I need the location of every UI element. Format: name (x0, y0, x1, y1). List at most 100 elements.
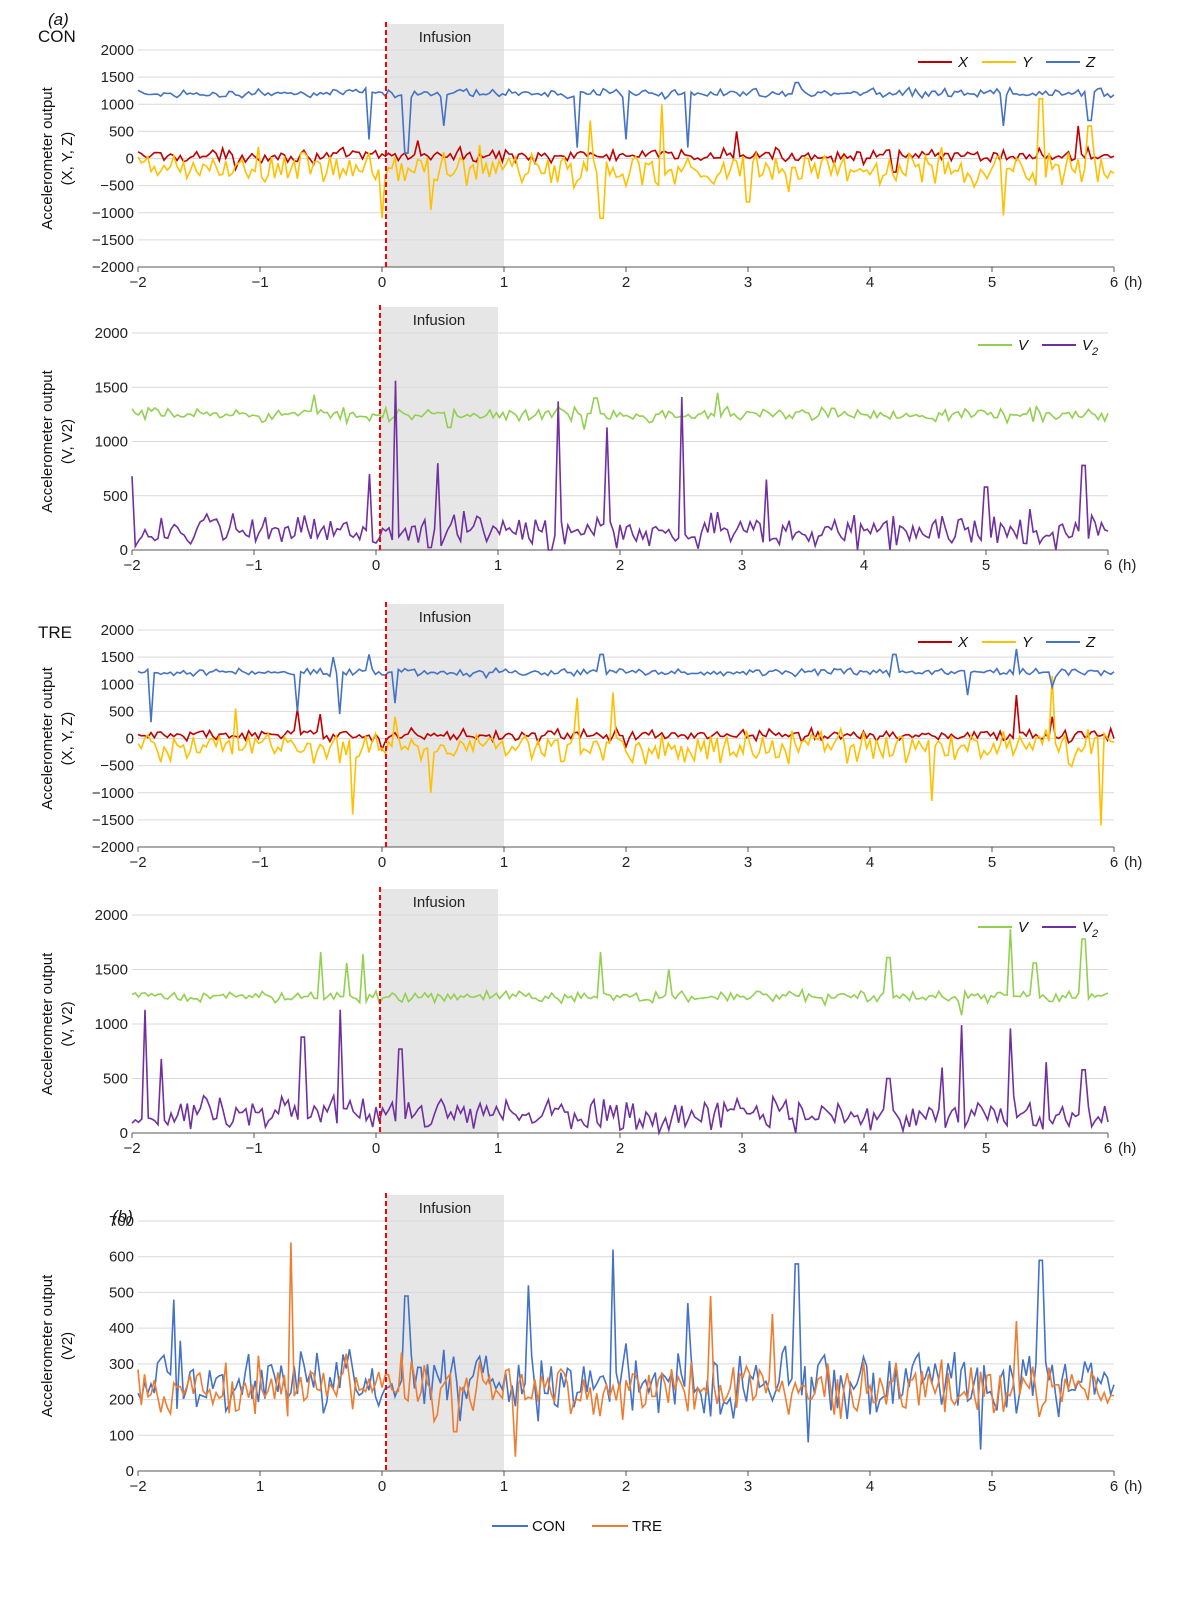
x-tick-label: −2 (123, 557, 140, 574)
x-unit-label: (h) (1124, 854, 1142, 871)
series-line-z (137, 81, 1115, 154)
y-tick-label: −1500 (92, 812, 134, 829)
series-line-v (131, 929, 1109, 1016)
infusion-band (386, 24, 504, 267)
x-tick-label: 4 (866, 854, 874, 871)
y-tick-label: 0 (126, 731, 134, 748)
x-tick-label: 3 (738, 557, 746, 574)
y-axis-label: Accelerometer output (39, 369, 56, 512)
legend-label-v: V (1018, 337, 1030, 354)
y-tick-label: −500 (100, 758, 134, 775)
y-axis-label: Accelerometer output (39, 86, 56, 229)
x-tick-label: −2 (129, 274, 146, 291)
x-tick-label: 3 (744, 274, 752, 291)
x-tick-label: −1 (251, 274, 268, 291)
x-tick-label: 1 (500, 274, 508, 291)
y-tick-label: 1000 (95, 1016, 128, 1033)
x-tick-label: −2 (129, 854, 146, 871)
x-tick-label: 6 (1110, 1478, 1118, 1495)
chart-con-v: Infusion 0 500 1000 1500 2000 −2 −1 0 1 2 3 4 5 6 (h) Ac… (39, 305, 1136, 574)
x-tick-label: 0 (378, 854, 386, 871)
legend-label-y: Y (1022, 634, 1033, 651)
y-tick-label: 0 (120, 1125, 128, 1142)
y-tick-label: 1000 (101, 676, 134, 693)
x-unit-label: (h) (1118, 557, 1136, 574)
group-label-tre: TRE (38, 623, 72, 642)
x-tick-label: 5 (982, 1140, 990, 1157)
infusion-label: Infusion (413, 894, 466, 911)
x-tick-label: −1 (251, 854, 268, 871)
series-line-x (137, 695, 1115, 752)
y-tick-label: 200 (109, 1392, 134, 1409)
x-tick-label: 0 (378, 1478, 386, 1495)
y-tick-label: 500 (109, 703, 134, 720)
y-tick-label: 500 (103, 488, 128, 505)
y-tick-label: 2000 (101, 622, 134, 639)
panel-label-b: (b) (112, 1207, 133, 1226)
x-tick-label: 2 (616, 1140, 624, 1157)
x-tick-label: −2 (123, 1140, 140, 1157)
y-tick-label: 300 (109, 1356, 134, 1373)
x-tick-label: 3 (738, 1140, 746, 1157)
x-tick-label: 5 (988, 274, 996, 291)
y-axis-label-vars: (V, V2) (59, 1001, 76, 1046)
x-tick-label: −1 (245, 1140, 262, 1157)
x-unit-label: (h) (1124, 274, 1142, 291)
y-tick-label: −2000 (92, 259, 134, 276)
y-tick-label: 2000 (101, 42, 134, 59)
x-tick-label: 6 (1104, 1140, 1112, 1157)
y-tick-label: 2000 (95, 907, 128, 924)
chart-tre-xyz: Infusion −2000 −1500 −1000 −500 0 500 1000 1500 2… (39, 602, 1142, 871)
x-tick-label: 3 (744, 1478, 752, 1495)
x-tick-label: 1 (500, 854, 508, 871)
y-tick-label: 700 (109, 1213, 134, 1230)
series-line-v2 (131, 1009, 1109, 1137)
x-tick-label: 5 (988, 1478, 996, 1495)
series-line-v2 (131, 380, 1109, 551)
x-tick-label: 1 (494, 1140, 502, 1157)
infusion-label: Infusion (419, 609, 472, 626)
y-tick-label: 0 (126, 1463, 134, 1480)
series-line-tre (137, 1242, 1115, 1457)
y-axis-label-vars: (X, Y, Z) (59, 712, 76, 766)
y-tick-label: 1000 (101, 96, 134, 113)
x-tick-label: 2 (622, 274, 630, 291)
infusion-label: Infusion (419, 1200, 472, 1217)
x-tick-label: 5 (988, 854, 996, 871)
x-tick-label: 6 (1110, 274, 1118, 291)
y-tick-label: 600 (109, 1249, 134, 1266)
y-axis-label-vars: (X, Y, Z) (59, 132, 76, 186)
y-tick-label: 0 (120, 542, 128, 559)
y-tick-label: 1500 (95, 962, 128, 979)
series-line-con (137, 1249, 1115, 1450)
x-tick-label: 2 (622, 1478, 630, 1495)
legend-label-x: X (957, 54, 969, 71)
x-tick-label: 2 (616, 557, 624, 574)
legend-label-v: V (1018, 919, 1030, 936)
x-tick-label: 2 (622, 854, 630, 871)
chart-v2-compare: Infusion 0 100 200 300 400 500 600 700 −2 1 0 1 2 3 4 5 6… (39, 1193, 1142, 1535)
x-tick-label: 4 (860, 557, 868, 574)
y-axis-label: Accelerometer output (39, 666, 56, 809)
x-unit-label: (h) (1124, 1478, 1142, 1495)
x-tick-label: 4 (860, 1140, 868, 1157)
y-axis-label-vars: (V2) (59, 1332, 76, 1360)
legend-label-con: CON (532, 1518, 565, 1535)
x-tick-label: 0 (372, 557, 380, 574)
legend-label-x: X (957, 634, 969, 651)
series-line-v (131, 392, 1109, 430)
y-tick-label: −500 (100, 178, 134, 195)
x-tick-label: 6 (1110, 854, 1118, 871)
x-tick-label: 6 (1104, 557, 1112, 574)
legend-label-z: Z (1085, 634, 1096, 651)
x-tick-label: 1 (500, 1478, 508, 1495)
x-tick-label: −1 (245, 557, 262, 574)
y-tick-label: 1500 (101, 69, 134, 86)
infusion-band (386, 1195, 504, 1471)
y-tick-label: 500 (109, 123, 134, 140)
y-tick-label: −1000 (92, 785, 134, 802)
infusion-band (380, 889, 498, 1133)
y-tick-label: 1500 (101, 649, 134, 666)
y-tick-label: 2000 (95, 325, 128, 342)
